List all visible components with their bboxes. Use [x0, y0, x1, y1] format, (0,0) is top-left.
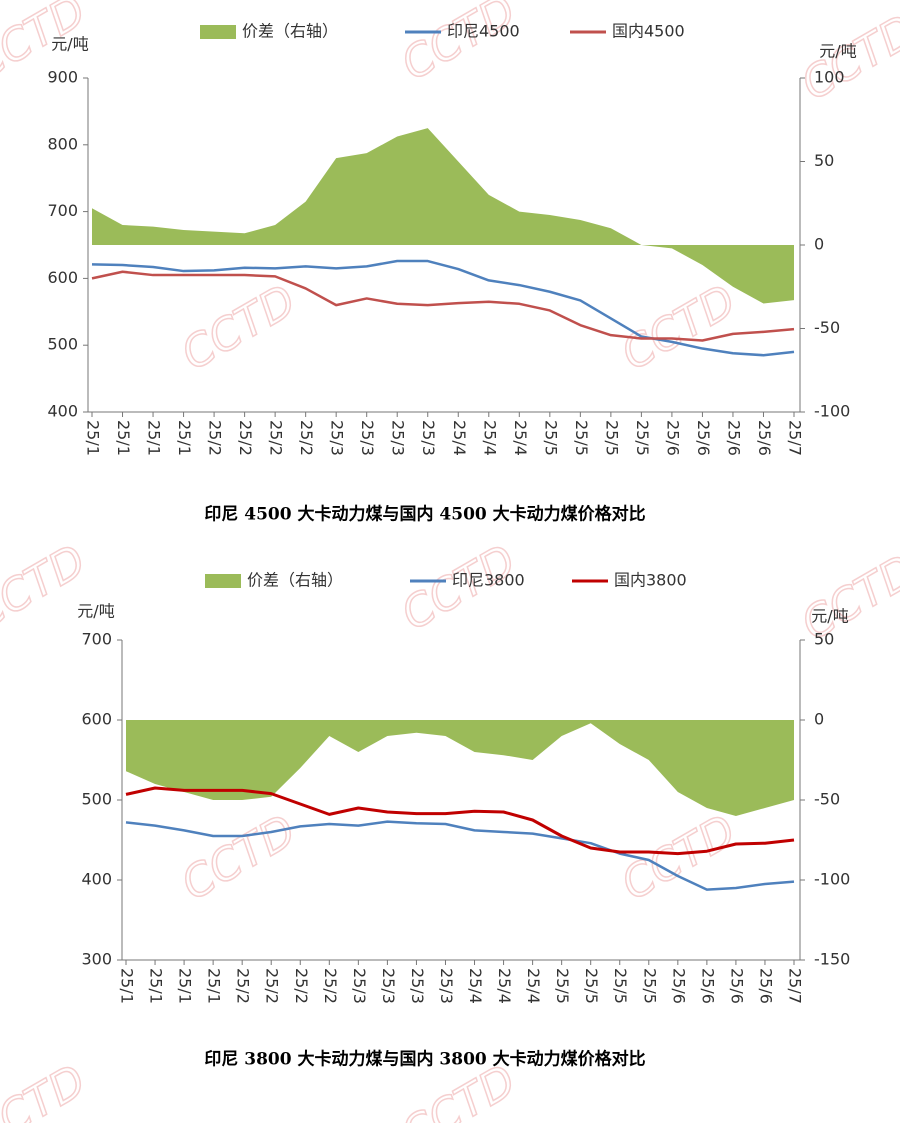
y2-tick-label: 50 — [814, 630, 834, 649]
y2-axis-unit: 元/吨 — [819, 42, 856, 61]
x-tick-label: 25/6 — [755, 420, 774, 456]
y2-tick-label: -150 — [814, 950, 850, 969]
watermark: CCTD — [0, 1055, 94, 1123]
x-tick-label: 25/5 — [611, 968, 630, 1004]
x-tick-label: 25/5 — [553, 968, 572, 1004]
price-line — [125, 786, 795, 856]
x-tick-label: 25/3 — [358, 420, 377, 456]
x-tick-label: 25/4 — [450, 420, 469, 456]
y2-tick-label: 100 — [814, 68, 845, 87]
x-tick-label: 25/6 — [698, 968, 717, 1004]
x-tick-label: 25/3 — [389, 420, 408, 456]
y-tick-label: 700 — [81, 630, 112, 649]
x-tick-label: 25/6 — [756, 968, 775, 1004]
x-tick-label: 25/7 — [786, 420, 805, 456]
watermark: CCTD — [613, 275, 744, 380]
x-tick-label: 25/2 — [267, 420, 286, 456]
legend-label: 印尼4500 — [447, 22, 520, 41]
chart-title: 印尼 3800 大卡动力煤与国内 3800 大卡动力煤价格对比 — [204, 1049, 645, 1070]
x-tick-label: 25/2 — [263, 968, 282, 1004]
x-tick-label: 25/4 — [524, 968, 543, 1004]
x-tick-label: 25/3 — [408, 968, 427, 1004]
y-tick-label: 300 — [81, 950, 112, 969]
x-tick-label: 25/1 — [205, 968, 224, 1004]
x-tick-label: 25/6 — [727, 968, 746, 1004]
x-tick-label: 25/1 — [176, 968, 195, 1004]
x-tick-label: 25/1 — [175, 420, 194, 456]
x-tick-label: 25/4 — [511, 420, 530, 456]
price-line — [91, 270, 795, 342]
x-tick-label: 25/5 — [541, 420, 560, 456]
y2-tick-label: -100 — [814, 870, 850, 889]
x-tick-label: 25/5 — [602, 420, 621, 456]
y2-tick-label: -100 — [814, 402, 850, 421]
y2-axis-unit: 元/吨 — [811, 607, 848, 626]
x-tick-label: 25/3 — [419, 420, 438, 456]
x-tick-label: 25/6 — [669, 968, 688, 1004]
y-tick-label: 400 — [47, 402, 78, 421]
x-tick-label: 25/1 — [145, 420, 164, 456]
legend-label: 价差（右轴） — [247, 571, 343, 590]
x-tick-label: 25/4 — [495, 968, 514, 1004]
x-tick-label: 25/2 — [236, 420, 255, 456]
x-tick-label: 25/1 — [114, 420, 133, 456]
x-tick-label: 25/2 — [292, 968, 311, 1004]
spread-area — [126, 720, 794, 816]
x-tick-label: 25/5 — [572, 420, 591, 456]
legend-swatch — [205, 574, 241, 588]
y-tick-label: 600 — [47, 268, 78, 287]
x-tick-label: 25/2 — [206, 420, 225, 456]
y2-tick-label: 0 — [814, 710, 824, 729]
watermark: CCTD — [173, 275, 304, 380]
x-tick-label: 25/3 — [350, 968, 369, 1004]
y-tick-label: 500 — [81, 790, 112, 809]
x-tick-label: 25/4 — [480, 420, 499, 456]
legend-label: 印尼3800 — [452, 571, 525, 590]
watermark: CCTD — [173, 805, 304, 910]
watermark: CCTD — [613, 805, 744, 910]
y-tick-label: 800 — [47, 134, 78, 153]
price-line — [91, 259, 795, 357]
x-tick-label: 25/3 — [437, 968, 456, 1004]
legend-label: 国内4500 — [612, 22, 685, 41]
y-tick-label: 400 — [81, 870, 112, 889]
y-tick-label: 900 — [47, 68, 78, 87]
x-tick-label: 25/2 — [321, 968, 340, 1004]
y-axis-unit: 元/吨 — [77, 602, 114, 621]
y-tick-label: 500 — [47, 335, 78, 354]
legend-label: 国内3800 — [614, 571, 687, 590]
y-tick-label: 600 — [81, 710, 112, 729]
x-tick-label: 25/5 — [640, 968, 659, 1004]
x-tick-label: 25/3 — [379, 968, 398, 1004]
y-tick-label: 700 — [47, 201, 78, 220]
x-tick-label: 25/2 — [297, 420, 316, 456]
y-axis-unit: 元/吨 — [51, 35, 88, 54]
x-tick-label: 25/1 — [147, 968, 166, 1004]
legend-swatch — [200, 25, 236, 39]
x-tick-label: 25/6 — [694, 420, 713, 456]
spread-area — [92, 128, 794, 304]
x-tick-label: 25/2 — [234, 968, 253, 1004]
x-tick-label: 25/7 — [786, 968, 805, 1004]
legend-label: 价差（右轴） — [242, 22, 338, 41]
x-tick-label: 25/3 — [328, 420, 347, 456]
y2-tick-label: -50 — [814, 318, 840, 337]
x-tick-label: 25/6 — [724, 420, 743, 456]
y2-tick-label: 0 — [814, 235, 824, 254]
x-tick-label: 25/6 — [663, 420, 682, 456]
y2-tick-label: -50 — [814, 790, 840, 809]
watermark: CCTD — [0, 535, 94, 640]
x-tick-label: 25/1 — [118, 968, 137, 1004]
x-tick-label: 25/4 — [466, 968, 485, 1004]
x-tick-label: 25/5 — [582, 968, 601, 1004]
watermark: CCTD — [793, 545, 900, 650]
chart-title: 印尼 4500 大卡动力煤与国内 4500 大卡动力煤价格对比 — [204, 504, 645, 525]
price-line — [125, 820, 795, 891]
watermark: CCTD — [393, 0, 524, 90]
x-tick-label: 25/5 — [633, 420, 652, 456]
y2-tick-label: 50 — [814, 151, 834, 170]
x-tick-label: 25/1 — [84, 420, 103, 456]
